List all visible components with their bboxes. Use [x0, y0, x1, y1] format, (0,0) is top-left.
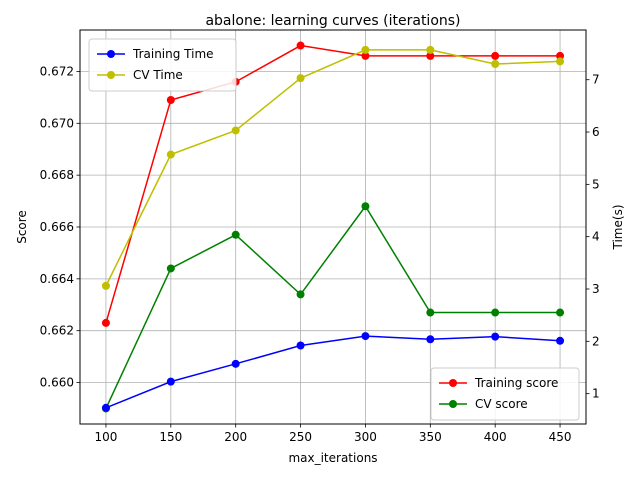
- x-tick-label: 350: [419, 430, 442, 444]
- cv-score-point: [426, 308, 435, 317]
- cv-time-point: [166, 150, 175, 159]
- training-time-point: [231, 359, 240, 368]
- chart-title: abalone: learning curves (iterations): [205, 13, 460, 29]
- training-time-point: [426, 335, 435, 344]
- legend-label-training-score: Training score: [474, 376, 558, 390]
- y-right-tick-label: 2: [592, 334, 600, 348]
- grid: [80, 30, 586, 424]
- legend-label-cv-score: CV score: [475, 397, 528, 411]
- x-tick-label: 450: [549, 430, 572, 444]
- training-time-line: [105, 335, 561, 409]
- y-right-tick-label: 4: [592, 230, 600, 244]
- cv-time-point: [556, 57, 565, 66]
- x-tick-label: 400: [484, 430, 507, 444]
- x-tick-label: 100: [94, 430, 117, 444]
- y-left-tick-label: 0.668: [40, 168, 74, 182]
- cv-score-point: [166, 264, 175, 273]
- training-score-point: [101, 318, 110, 327]
- y-right-tick-label: 3: [592, 282, 600, 296]
- x-axis-label: max_iterations: [288, 451, 377, 465]
- training-score-point: [491, 51, 500, 60]
- ticks: 100 150 200 250 300 350 400 450 0.660 0.662 0.664 0…: [40, 64, 600, 444]
- legend-box: [430, 367, 580, 421]
- cv-time-point: [426, 45, 435, 54]
- legend-label-training-time: Training Time: [132, 47, 214, 61]
- training-time-point: [556, 336, 565, 345]
- legend-marker-cv-time: [107, 71, 115, 79]
- y-right-tick-label: 7: [592, 73, 600, 87]
- cv-time-point: [491, 60, 500, 69]
- cv-score-point: [556, 308, 565, 317]
- y-right-tick-label: 5: [592, 177, 600, 191]
- x-tick-label: 300: [354, 430, 377, 444]
- legend-box: [88, 38, 237, 92]
- cv-time-line: [105, 49, 561, 287]
- training-time-point: [361, 332, 370, 341]
- legend-label-cv-time: CV Time: [133, 68, 183, 82]
- training-time-point: [296, 341, 305, 350]
- cv-score-line: [105, 204, 561, 409]
- training-score-point: [166, 95, 175, 104]
- y-left-tick-label: 0.666: [40, 220, 74, 234]
- training-time-point: [491, 332, 500, 341]
- training-time-point: [101, 403, 110, 412]
- legend-time: Training Time CV Time: [88, 38, 237, 92]
- y-right-tick-label: 1: [592, 387, 600, 401]
- y-axis-label-right: Time(s): [611, 205, 625, 251]
- x-tick-label: 200: [224, 430, 247, 444]
- legend-marker-training-time: [107, 50, 115, 58]
- y-left-tick-label: 0.672: [40, 64, 74, 78]
- series-cv-time: [101, 45, 565, 290]
- x-tick-label: 150: [159, 430, 182, 444]
- training-score-point: [361, 51, 370, 60]
- training-score-point: [426, 51, 435, 60]
- training-score-point: [296, 41, 305, 50]
- cv-score-point: [491, 308, 500, 317]
- cv-time-point: [296, 74, 305, 83]
- cv-time-point: [231, 126, 240, 135]
- legend-marker-training-score: [449, 379, 457, 387]
- training-score-point: [556, 51, 565, 60]
- cv-score-point: [231, 230, 240, 239]
- y-axis-label-left: Score: [15, 210, 29, 244]
- legend-score: Training score CV score: [430, 367, 580, 421]
- y-left-tick-label: 0.660: [40, 376, 74, 390]
- y-left-tick-label: 0.670: [40, 116, 74, 130]
- cv-time-point: [361, 45, 370, 54]
- legend-marker-cv-score: [449, 400, 457, 408]
- y-left-tick-label: 0.662: [40, 324, 74, 338]
- series-training-time: [101, 332, 565, 412]
- training-score-line: [105, 44, 561, 324]
- y-right-tick-label: 6: [592, 125, 600, 139]
- training-time-point: [166, 377, 175, 386]
- x-tick-label: 250: [289, 430, 312, 444]
- cv-time-point: [101, 281, 110, 290]
- cv-score-point: [361, 202, 370, 211]
- y-left-tick-label: 0.664: [40, 272, 74, 286]
- cv-score-point: [296, 290, 305, 299]
